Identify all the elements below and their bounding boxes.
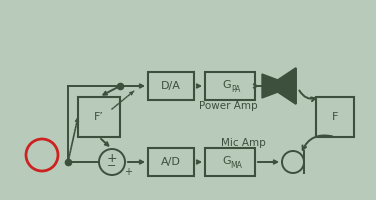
Text: G: G: [223, 156, 231, 166]
Text: D/A: D/A: [161, 81, 181, 91]
Text: PA: PA: [231, 86, 241, 95]
Bar: [78, 97, 120, 137]
Polygon shape: [262, 74, 278, 98]
Text: Power Amp: Power Amp: [199, 101, 257, 111]
Text: −: −: [107, 161, 117, 171]
Text: F: F: [332, 112, 338, 122]
Bar: [205, 72, 255, 100]
Text: +: +: [107, 152, 117, 166]
Bar: [148, 148, 194, 176]
Bar: [205, 148, 255, 176]
Text: G: G: [223, 80, 231, 90]
Bar: [316, 97, 354, 137]
Text: MA: MA: [230, 162, 242, 170]
Text: +: +: [124, 167, 132, 177]
Bar: [148, 72, 194, 100]
Text: Mic Amp: Mic Amp: [221, 138, 265, 148]
Text: F’: F’: [94, 112, 104, 122]
Polygon shape: [278, 68, 296, 104]
Text: A/D: A/D: [161, 157, 181, 167]
